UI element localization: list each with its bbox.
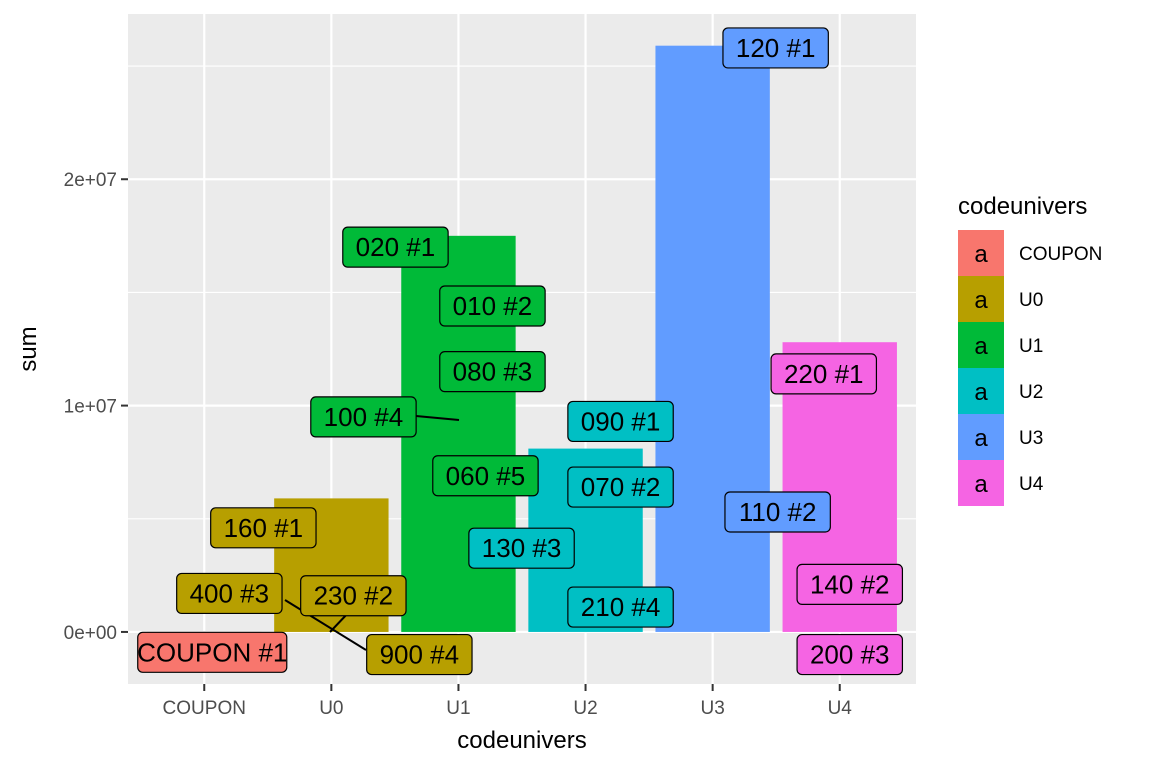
legend-item-label: U1 — [1019, 336, 1043, 357]
bar-label: 100 #4 — [310, 396, 417, 438]
bar-label-text: 120 #1 — [736, 33, 816, 63]
bar-label-box — [567, 400, 674, 443]
legend-key-glyph: a — [974, 471, 988, 498]
bar-label-box — [439, 351, 546, 393]
bar-label-box — [724, 491, 831, 533]
legend-key-glyph: a — [974, 333, 988, 360]
x-tick-label: COUPON — [163, 698, 246, 719]
bar-label: 010 #2 — [439, 285, 546, 327]
bar-label-text: 900 #4 — [380, 640, 460, 670]
bar-label-text: 080 #3 — [453, 357, 533, 387]
bar-label-box — [439, 285, 546, 327]
bar-label-box — [210, 507, 317, 549]
bar-label-text: 110 #2 — [739, 497, 817, 527]
bar-label-box — [300, 575, 407, 617]
bar-label: 070 #2 — [567, 466, 674, 508]
bar-label: 210 #4 — [567, 586, 674, 628]
bar-labels: COUPON #1 160 #1 230 #2 400 #3 900 #4 020 #1 0… — [137, 27, 904, 676]
x-tick-label: U0 — [319, 698, 343, 719]
legend-key-glyph: a — [974, 379, 988, 406]
bar-label-box — [176, 572, 283, 615]
x-tick-label: U2 — [573, 698, 597, 719]
bar-label: 060 #5 — [432, 455, 539, 497]
bar-label: 900 #4 — [366, 633, 473, 676]
bar-label-box — [432, 455, 539, 497]
legend-key-glyph: a — [974, 425, 988, 452]
legend-title: codeunivers — [958, 193, 1087, 220]
bar-label: 400 #3 — [176, 572, 283, 615]
bar-label-box — [366, 633, 473, 676]
bar-label-text: 140 #2 — [810, 569, 890, 599]
bar-label-text: 090 #1 — [581, 406, 661, 436]
y-axis-title: sum — [15, 326, 42, 371]
bar-label-box — [137, 631, 288, 673]
bar-label-box — [468, 527, 575, 569]
bar-label: 230 #2 — [300, 575, 407, 617]
x-tick-label: U3 — [700, 698, 724, 719]
legend-key — [958, 368, 1004, 414]
bar-label-text: 210 #4 — [581, 592, 661, 622]
bar-u3 — [655, 45, 770, 632]
bar-label-box — [770, 353, 878, 395]
x-tick-label: U4 — [828, 698, 853, 719]
bar-label-box — [567, 466, 674, 508]
bar-label: 090 #1 — [567, 400, 674, 443]
bar-label: 220 #1 — [770, 353, 878, 395]
legend-key — [958, 414, 1004, 460]
legend-key-glyph: a — [974, 287, 988, 314]
x-tick-label: U1 — [446, 698, 470, 719]
legend-key — [958, 322, 1004, 368]
bar-label: 200 #3 — [796, 633, 904, 676]
bar-label-box — [796, 633, 904, 676]
bar-label: 140 #2 — [796, 563, 904, 606]
bar-label-text: 010 #2 — [453, 291, 533, 321]
bar-label-text: 060 #5 — [446, 461, 526, 491]
bar-label-box — [567, 586, 674, 628]
legend-item-label: U3 — [1019, 428, 1043, 449]
bar-label-text: COUPON #1 — [137, 637, 287, 667]
label-leader-line — [284, 599, 367, 651]
bar-label: 020 #1 — [342, 226, 449, 268]
legend-item-label: U0 — [1019, 290, 1043, 311]
legend-item-label: U2 — [1019, 382, 1043, 403]
axes: 0e+00 1e+07 2e+07 COUPON U0 U1 U2 U3 U4 — [64, 170, 853, 719]
y-tick-label: 1e+07 — [64, 397, 117, 418]
legend-key — [958, 276, 1004, 322]
legend-key — [958, 460, 1004, 506]
bar-label-box — [342, 226, 449, 268]
bar-label-text: 020 #1 — [356, 232, 436, 262]
legend: codeunivers a COUPON a U0 a U1 a U2 a U3 a U4 — [958, 193, 1102, 506]
legend-item-label: COUPON — [1019, 244, 1102, 265]
bar-label-text: 160 #1 — [224, 513, 304, 543]
legend-key-glyph: a — [974, 241, 988, 268]
bar-label: COUPON #1 — [137, 631, 288, 673]
bar-label-text: 100 #4 — [324, 402, 404, 432]
legend-item-label: U4 — [1019, 474, 1044, 495]
bar-label-text: 070 #2 — [581, 472, 661, 502]
y-tick-label: 0e+00 — [64, 623, 117, 644]
bar-label-text: 400 #3 — [190, 578, 270, 608]
label-leader-line — [415, 415, 460, 421]
bar-label-text: 130 #3 — [482, 533, 562, 563]
bar-label-box — [722, 27, 829, 69]
bar-label-text: 220 #1 — [784, 359, 864, 389]
bar-label: 110 #2 — [724, 491, 831, 533]
bar-label-text: 200 #3 — [810, 640, 890, 670]
bar-label: 080 #3 — [439, 351, 546, 393]
bar-label: 120 #1 — [722, 27, 829, 69]
bar-label-box — [310, 396, 417, 438]
x-axis-title: codeunivers — [457, 727, 586, 754]
y-tick-label: 2e+07 — [64, 170, 117, 191]
bar-label-box — [796, 563, 904, 606]
legend-key — [958, 230, 1004, 276]
bar-label-text: 230 #2 — [314, 581, 394, 611]
bar-label: 160 #1 — [210, 507, 317, 549]
bar-label: 130 #3 — [468, 527, 575, 569]
